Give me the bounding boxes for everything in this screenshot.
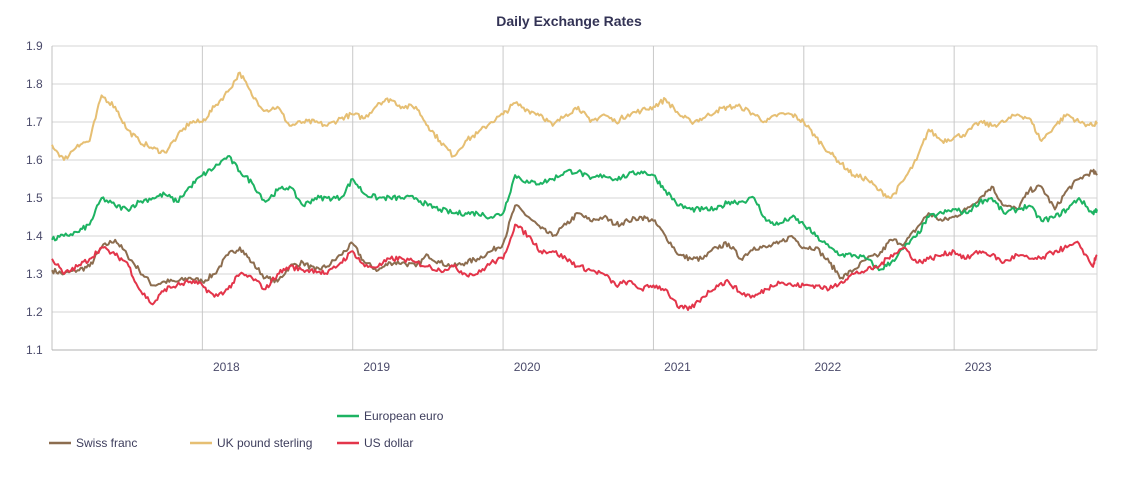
legend-item-us-dollar[interactable]: US dollar (337, 436, 413, 450)
y-axis: 1.1 1.2 1.3 1.4 1.5 1.6 1.7 1.8 1.9 (26, 39, 43, 357)
y-tick-label: 1.6 (26, 153, 43, 167)
legend-item-uk-pound-sterling[interactable]: UK pound sterling (190, 436, 312, 450)
x-tick-label: 2023 (965, 360, 992, 374)
x-tick-label: 2018 (213, 360, 240, 374)
legend-label-us-dollar: US dollar (364, 436, 413, 450)
legend-label-european-euro: European euro (364, 409, 444, 423)
series-line-swiss-franc (51, 168, 1098, 287)
x-tick-label: 2019 (363, 360, 390, 374)
y-tick-label: 1.8 (26, 77, 43, 91)
chart-title: Daily Exchange Rates (496, 13, 642, 29)
y-tick-label: 1.5 (26, 191, 43, 205)
series-lines (51, 71, 1098, 311)
y-tick-label: 1.2 (26, 305, 43, 319)
x-axis: 2018 2019 2020 2021 2022 2023 (213, 360, 992, 374)
legend-label-swiss-franc: Swiss franc (76, 436, 137, 450)
legend-item-european-euro[interactable]: European euro (337, 409, 444, 423)
series-line-european-euro (51, 155, 1098, 272)
y-tick-label: 1.4 (26, 229, 43, 243)
x-tick-label: 2020 (514, 360, 541, 374)
grid (51, 45, 1098, 351)
legend-label-uk-pound-sterling: UK pound sterling (217, 436, 312, 450)
series-line-uk-pound-sterling (51, 71, 1098, 199)
x-tick-label: 2021 (664, 360, 691, 374)
series-line-us-dollar (51, 223, 1098, 311)
y-tick-label: 1.1 (26, 343, 43, 357)
y-tick-label: 1.3 (26, 267, 43, 281)
x-tick-label: 2022 (814, 360, 841, 374)
legend-item-swiss-franc[interactable]: Swiss franc (49, 436, 137, 450)
legend: European euro Swiss franc UK pound sterl… (49, 409, 444, 450)
y-tick-label: 1.7 (26, 115, 43, 129)
y-tick-label: 1.9 (26, 39, 43, 53)
